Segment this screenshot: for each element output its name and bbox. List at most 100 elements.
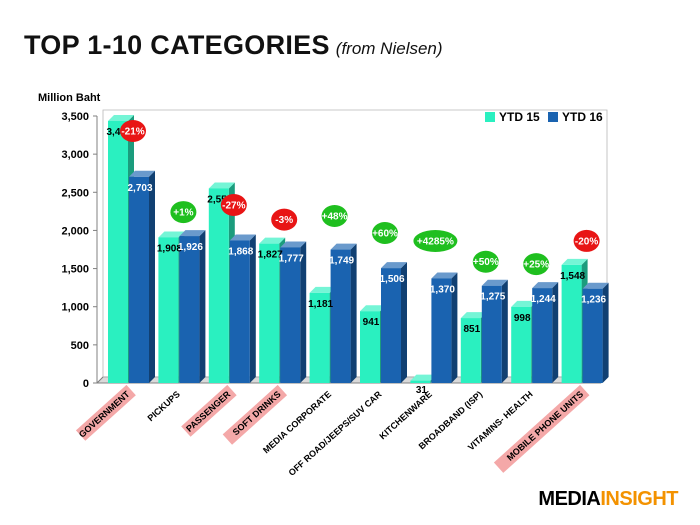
change-badge-label: +50%	[473, 257, 499, 268]
bar-top	[309, 286, 336, 293]
x-category-tick: KITCHENWARE	[377, 389, 433, 441]
data-label-ytd16: 1,749	[329, 256, 354, 267]
bar-front	[481, 285, 502, 383]
bar-top	[360, 305, 386, 312]
bar-front	[309, 292, 330, 383]
bar-front	[158, 237, 179, 383]
bar-ytd16	[129, 170, 155, 383]
bar-side	[249, 234, 256, 383]
data-label-ytd15: 1,908	[157, 243, 182, 254]
bar-front	[561, 264, 582, 383]
category-highlight	[181, 384, 237, 437]
bar-top	[330, 243, 357, 250]
change-badge-shape	[523, 253, 550, 276]
bar-ytd16	[431, 272, 458, 383]
bar-side	[552, 282, 559, 383]
bar-front	[259, 243, 280, 383]
bar-front	[360, 311, 380, 383]
data-label-ytd16: 1,275	[480, 292, 505, 303]
change-badge: +1%	[170, 201, 197, 224]
y-tick-label: 500	[71, 340, 89, 352]
data-label-ytd16: 1,926	[178, 242, 203, 253]
bar-side	[199, 230, 206, 383]
x-tick-label: PASSENGER	[184, 389, 233, 434]
page-title: TOP 1-10 CATEGORIES (from Nielsen)	[24, 30, 443, 61]
bar-top	[410, 374, 437, 381]
change-badge-shape	[271, 208, 298, 231]
bar-front	[410, 380, 431, 383]
bar-ytd16	[481, 279, 508, 383]
chart-legend: YTD 15 YTD 16	[485, 110, 603, 124]
bar-top	[108, 114, 134, 121]
bar-front	[208, 188, 229, 383]
bar-top	[158, 231, 185, 238]
change-badge-shape	[413, 230, 458, 252]
y-axis-unit-label: Million Baht	[38, 92, 101, 104]
change-badge: +50%	[472, 250, 499, 273]
change-badge-label: +48%	[322, 212, 348, 223]
legend-label-ytd16: YTD 16	[562, 110, 603, 124]
bar-top	[582, 282, 609, 289]
bar-top	[532, 282, 559, 289]
bar-front	[431, 278, 452, 383]
change-badge: -20%	[573, 229, 600, 252]
axis-corner-line	[96, 376, 104, 384]
bar-front	[229, 240, 250, 383]
y-tick-label: 1,000	[61, 302, 89, 314]
y-tick-label: 2,500	[61, 187, 89, 199]
data-label-ytd16: 1,506	[379, 274, 404, 285]
bar-top	[511, 300, 538, 307]
change-badge: +4285%	[413, 230, 458, 252]
bar-side	[300, 241, 307, 383]
data-label-ytd15: 3,435	[106, 127, 131, 138]
x-category-tick: PICKUPS	[146, 389, 182, 423]
x-category-tick: PASSENGER	[181, 384, 237, 437]
data-label-ytd15: 851	[463, 324, 480, 335]
category-highlight	[493, 384, 590, 473]
bar-front	[330, 249, 351, 383]
bar-front	[179, 236, 200, 383]
bar-ytd16	[532, 282, 559, 383]
bar-side	[350, 243, 357, 383]
data-label-ytd15: 2,550	[207, 194, 232, 205]
bar-side	[501, 279, 508, 383]
x-tick-label: GOVERNMENT	[77, 389, 132, 440]
change-badge: -3%	[271, 208, 298, 231]
change-badge-shape	[120, 120, 146, 142]
data-label-ytd16: 1,868	[228, 246, 253, 257]
bar-side	[149, 170, 155, 383]
legend-swatch-ytd16	[548, 112, 558, 122]
x-tick-label: SOFT DRINKS	[231, 389, 283, 437]
bar-front	[460, 318, 481, 383]
bar-top	[381, 262, 407, 269]
change-badge-label: +25%	[523, 260, 549, 271]
bar-top	[208, 182, 235, 189]
bar-front	[280, 247, 301, 383]
x-category-tick: OFF ROAD/JEEPS/SUV CAR	[287, 389, 384, 478]
change-badge-label: +60%	[372, 229, 398, 240]
change-badge-shape	[220, 194, 247, 216]
category-highlight	[222, 384, 288, 445]
bar-top	[229, 234, 256, 241]
change-badge: -21%	[120, 120, 146, 142]
bar-front	[532, 288, 553, 383]
legend-swatch-ytd15	[485, 112, 495, 122]
change-badge: +25%	[523, 253, 550, 276]
data-label-ytd15: 1,827	[258, 250, 283, 261]
change-badge: +48%	[321, 205, 348, 227]
change-badge-shape	[573, 229, 600, 252]
bar-ytd16	[330, 243, 357, 383]
bar-top	[179, 230, 206, 237]
legend-label-ytd15: YTD 15	[499, 110, 540, 124]
bar-top	[481, 279, 508, 286]
bar-ytd16	[229, 234, 256, 383]
bar-front	[381, 268, 401, 383]
title-text: TOP 1-10 CATEGORIES	[24, 30, 330, 60]
change-badge-label: -27%	[222, 201, 245, 212]
brand-logo: MEDIAINSIGHT	[538, 488, 678, 511]
bar-side	[401, 262, 407, 383]
change-badge-label: -3%	[275, 215, 293, 226]
bar-side	[451, 272, 458, 383]
x-tick-label: PICKUPS	[146, 389, 182, 423]
change-badge-shape	[372, 222, 398, 244]
